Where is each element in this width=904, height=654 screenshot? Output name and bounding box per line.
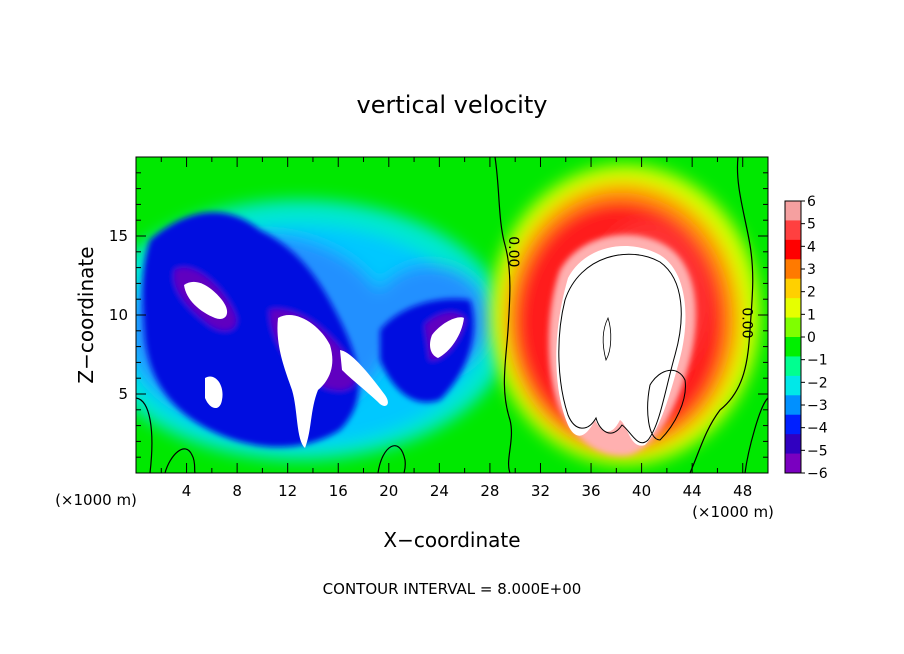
colorbar-swatch — [785, 298, 801, 319]
colorbar-label: 3 — [807, 262, 816, 278]
colorbar-swatch — [785, 201, 801, 221]
x-tick-label: 40 — [632, 482, 651, 500]
colorbar-swatch — [785, 337, 801, 357]
contour-updraft-inner — [602, 316, 612, 362]
colorbar-swatch — [785, 278, 801, 299]
x-tick-label: 36 — [581, 482, 600, 500]
zero-contour-bottom-left — [136, 397, 153, 473]
x-tick-label: 24 — [430, 482, 449, 500]
x-unit-left: (×1000 m) — [55, 491, 137, 509]
colorbar-swatch — [785, 356, 801, 377]
x-axis: 4 8 12 16 20 24 28 32 36 40 44 48 — [160, 157, 752, 500]
x-tick-label: 44 — [683, 482, 702, 500]
colorbar-label: −1 — [807, 353, 828, 369]
colorbar-swatch — [785, 453, 801, 474]
colorbar-swatch — [785, 395, 801, 416]
colorbar-swatch — [785, 434, 801, 455]
colorbar-swatch — [785, 414, 801, 435]
colorbar-swatch — [785, 259, 801, 280]
contour-label: 0.00 — [739, 307, 755, 338]
colorbar-label: 5 — [807, 217, 816, 233]
contour-interval-note: CONTOUR INTERVAL = 8.000E+00 — [323, 580, 582, 598]
colorbar-label: −5 — [807, 443, 828, 459]
chart-title: vertical velocity — [357, 91, 548, 119]
plot-area: 0.00 0.00 — [136, 157, 768, 473]
colorbar-label: −3 — [807, 398, 828, 414]
colorbar-swatch — [785, 220, 801, 241]
x-tick-label: 48 — [733, 482, 752, 500]
contour-label: 0.00 — [505, 236, 521, 267]
contour-updraft-outer — [558, 253, 682, 444]
y-tick-label: 15 — [109, 227, 128, 245]
x-tick-label: 28 — [480, 482, 499, 500]
contour-labels: 0.00 0.00 — [505, 236, 755, 338]
colorbar-label: −2 — [807, 375, 828, 391]
x-tick-label: 16 — [329, 482, 348, 500]
zero-contour-center — [494, 157, 513, 473]
y-tick-label: 5 — [118, 385, 128, 403]
contour-lines — [136, 157, 768, 473]
updraft-extreme — [556, 246, 686, 446]
colorbar-label: 1 — [807, 307, 816, 323]
zero-contour-bottom-3 — [377, 445, 406, 473]
zero-contour-bottom-right — [744, 397, 768, 473]
zero-contour-right — [689, 157, 754, 473]
colorbar-label: −6 — [807, 466, 828, 482]
colorbar: 6 5 4 3 2 1 0 −1 −2 −3 −4 −5 −6 — [784, 194, 828, 482]
colorbar-swatch — [785, 375, 801, 396]
downdraft-extreme — [184, 281, 464, 448]
colorbar-label: 2 — [807, 285, 816, 301]
colorbar-swatch — [785, 317, 801, 338]
y-axis-label: Z−coordinate — [74, 246, 98, 383]
x-tick-label: 12 — [278, 482, 297, 500]
x-axis-label: X−coordinate — [383, 528, 520, 552]
colorbar-label: −4 — [807, 421, 828, 437]
colorbar-label: 0 — [807, 330, 816, 346]
x-tick-label: 4 — [182, 482, 192, 500]
colorbar-label: 4 — [807, 239, 816, 255]
x-tick-label: 8 — [232, 482, 242, 500]
y-tick-label: 10 — [109, 306, 128, 324]
colorbar-swatch — [785, 239, 801, 260]
x-tick-label: 20 — [379, 482, 398, 500]
y-axis: 5 10 15 — [109, 172, 768, 458]
zero-contour-bottom-2 — [164, 448, 196, 473]
colorbar-label: 6 — [807, 194, 816, 210]
x-unit-right: (×1000 m) — [692, 503, 774, 521]
x-tick-label: 32 — [531, 482, 550, 500]
contour-updraft-lower — [647, 370, 686, 441]
